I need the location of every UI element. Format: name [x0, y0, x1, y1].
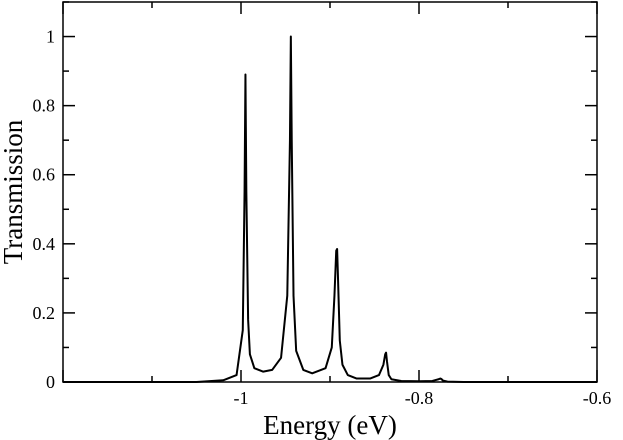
plot-frame [62, 1, 598, 383]
y-tick-label: 0.2 [33, 303, 56, 323]
x-tick-label: -1 [234, 388, 249, 408]
y-tick-label: 0.4 [33, 234, 56, 254]
y-tick-label: 0.8 [33, 96, 56, 116]
y-tick-label: 1 [46, 27, 55, 47]
y-tick-label: 0.6 [33, 165, 56, 185]
x-axis-title: Energy (eV) [263, 410, 397, 440]
tick-labels: -1 -0.8 -0.6 0 0.2 0.4 0.6 0.8 1 [33, 27, 612, 408]
x-tick-label: -0.6 [583, 388, 612, 408]
axis-ticks [62, 1, 598, 383]
x-tick-label: -0.8 [405, 388, 434, 408]
y-tick-label: 0 [46, 372, 55, 392]
y-axis-title: Transmission [0, 119, 28, 264]
transmission-line [63, 35, 597, 383]
